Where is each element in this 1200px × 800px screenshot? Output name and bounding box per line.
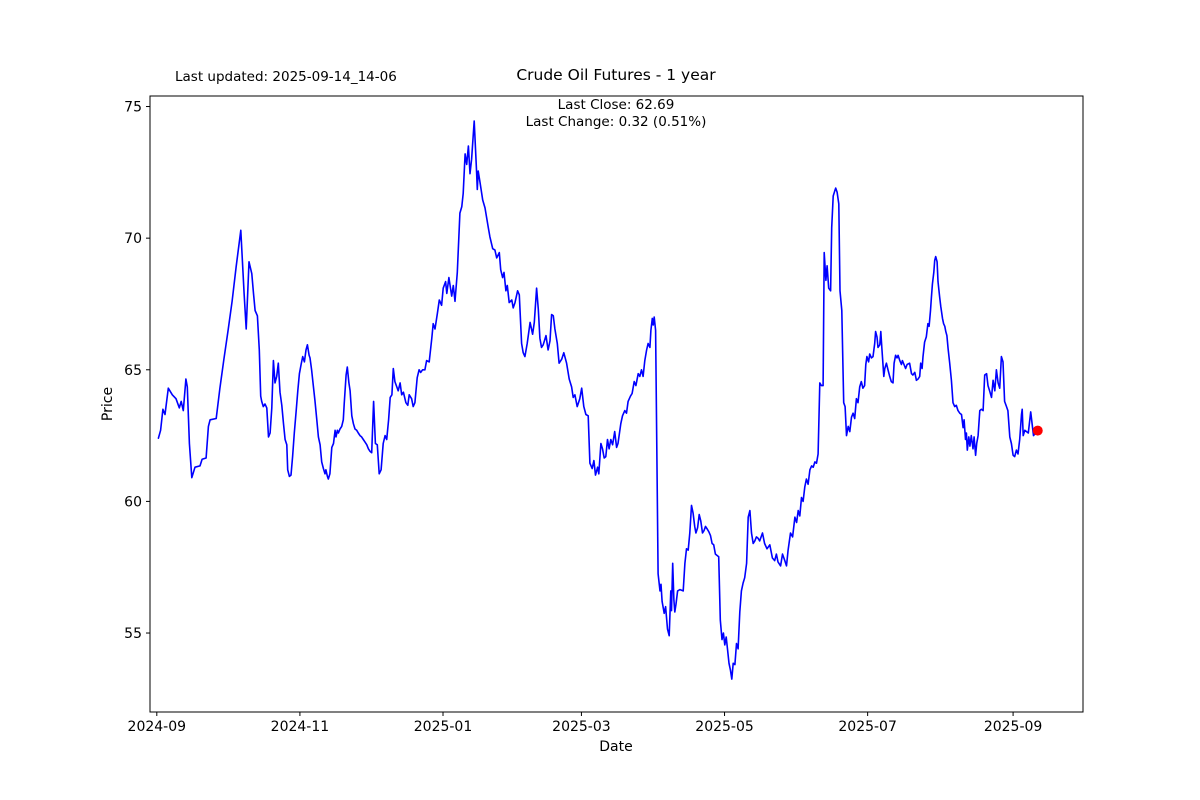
chart-title: Crude Oil Futures - 1 year bbox=[516, 66, 716, 84]
x-tick-label: 2025-03 bbox=[552, 719, 611, 735]
x-tick-label: 2025-05 bbox=[695, 719, 754, 735]
y-tick-label: 60 bbox=[124, 494, 142, 510]
x-tick-label: 2025-07 bbox=[838, 719, 897, 735]
y-axis-label: Price bbox=[100, 386, 116, 422]
y-tick-label: 65 bbox=[124, 363, 142, 379]
x-tick-label: 2024-11 bbox=[271, 719, 330, 735]
plot-frame bbox=[149, 95, 1084, 713]
last-price-marker bbox=[1032, 425, 1043, 436]
y-tick-label: 75 bbox=[124, 100, 142, 116]
y-tick-label: 55 bbox=[124, 626, 142, 642]
x-tick-label: 2025-01 bbox=[414, 719, 473, 735]
x-tick-label: 2024-09 bbox=[128, 719, 187, 735]
last-close-text: Last Close: 62.69 bbox=[557, 97, 675, 113]
x-axis-label: Date bbox=[599, 739, 633, 755]
price-line bbox=[157, 120, 1039, 680]
last-close-annotation: Last Close: 62.69 Last Change: 0.32 (0.5… bbox=[316, 97, 916, 131]
last-updated-text: Last updated: 2025-09-14_14-06 bbox=[175, 69, 397, 85]
y-tick-label: 70 bbox=[124, 231, 142, 247]
last-change-text: Last Change: 0.32 (0.51%) bbox=[525, 114, 707, 130]
x-tick-label: 2025-09 bbox=[984, 719, 1043, 735]
